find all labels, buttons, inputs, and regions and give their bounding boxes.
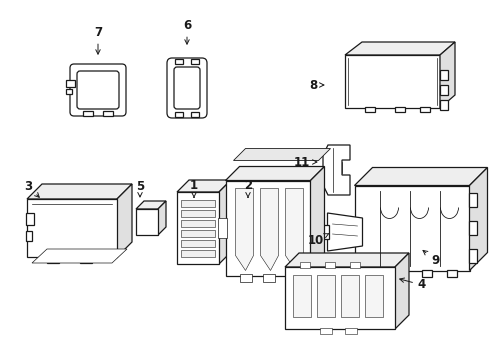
Polygon shape xyxy=(261,189,278,270)
Bar xyxy=(175,59,183,64)
Bar xyxy=(468,249,476,263)
Bar xyxy=(422,270,432,276)
Bar xyxy=(181,210,215,217)
Bar xyxy=(300,262,310,268)
Polygon shape xyxy=(177,192,219,264)
Bar xyxy=(440,85,448,95)
Bar xyxy=(440,100,448,110)
Bar xyxy=(26,231,32,241)
Polygon shape xyxy=(236,189,253,270)
Text: 4: 4 xyxy=(400,278,426,292)
Text: 5: 5 xyxy=(136,180,144,197)
Polygon shape xyxy=(225,180,311,275)
Bar xyxy=(286,274,298,282)
Bar xyxy=(420,107,430,112)
Bar xyxy=(66,80,75,87)
Bar xyxy=(440,70,448,80)
Bar xyxy=(372,270,382,276)
Bar xyxy=(345,328,357,334)
Polygon shape xyxy=(469,167,488,270)
Polygon shape xyxy=(285,253,409,267)
Bar xyxy=(468,221,476,235)
Polygon shape xyxy=(345,55,440,108)
Polygon shape xyxy=(234,149,330,161)
Polygon shape xyxy=(136,209,158,235)
Bar xyxy=(230,202,236,211)
Bar xyxy=(181,250,215,257)
Bar xyxy=(80,256,92,263)
Bar xyxy=(395,107,405,112)
Polygon shape xyxy=(395,253,409,329)
Bar xyxy=(26,213,34,225)
Bar xyxy=(293,275,311,317)
Polygon shape xyxy=(158,201,166,235)
Polygon shape xyxy=(354,185,469,270)
Bar xyxy=(263,274,275,282)
Bar xyxy=(181,220,215,227)
Bar xyxy=(230,217,236,226)
Polygon shape xyxy=(311,166,324,275)
Bar xyxy=(230,232,236,241)
Text: 3: 3 xyxy=(24,180,39,197)
Bar xyxy=(325,262,335,268)
FancyBboxPatch shape xyxy=(77,71,119,109)
Bar xyxy=(181,200,215,207)
Bar xyxy=(397,270,407,276)
Polygon shape xyxy=(136,201,166,209)
Bar xyxy=(181,230,215,237)
Polygon shape xyxy=(27,184,132,199)
Polygon shape xyxy=(177,180,231,192)
Bar xyxy=(230,247,236,256)
Bar xyxy=(341,275,359,317)
Polygon shape xyxy=(286,189,303,270)
Bar xyxy=(191,59,199,64)
Polygon shape xyxy=(219,180,231,264)
Text: 8: 8 xyxy=(309,78,324,91)
Polygon shape xyxy=(117,184,132,257)
Polygon shape xyxy=(32,249,127,263)
FancyBboxPatch shape xyxy=(167,58,207,118)
FancyBboxPatch shape xyxy=(70,64,126,116)
Polygon shape xyxy=(27,199,117,257)
Bar xyxy=(191,112,199,117)
Bar xyxy=(468,193,476,207)
Text: 9: 9 xyxy=(423,251,439,266)
Polygon shape xyxy=(285,267,395,329)
Bar xyxy=(175,112,183,117)
Text: 11: 11 xyxy=(294,156,317,168)
Bar xyxy=(365,107,375,112)
Bar xyxy=(317,275,335,317)
Bar xyxy=(240,274,252,282)
Bar xyxy=(83,111,93,116)
Text: 2: 2 xyxy=(244,179,252,197)
Polygon shape xyxy=(327,213,363,251)
Bar xyxy=(350,262,360,268)
Bar xyxy=(218,218,226,238)
Polygon shape xyxy=(225,166,324,180)
FancyBboxPatch shape xyxy=(174,67,200,109)
Text: 7: 7 xyxy=(94,26,102,54)
Text: 10: 10 xyxy=(308,233,329,247)
Polygon shape xyxy=(345,42,455,55)
Bar xyxy=(181,240,215,247)
Bar xyxy=(103,111,113,116)
Polygon shape xyxy=(354,167,488,185)
Bar xyxy=(365,275,383,317)
Polygon shape xyxy=(323,145,350,195)
Polygon shape xyxy=(440,42,455,108)
Bar xyxy=(447,270,457,276)
Text: 1: 1 xyxy=(190,179,198,197)
Text: 6: 6 xyxy=(183,18,191,44)
Bar xyxy=(47,256,59,263)
Bar xyxy=(66,89,72,94)
Bar xyxy=(320,328,332,334)
Bar xyxy=(320,225,328,239)
